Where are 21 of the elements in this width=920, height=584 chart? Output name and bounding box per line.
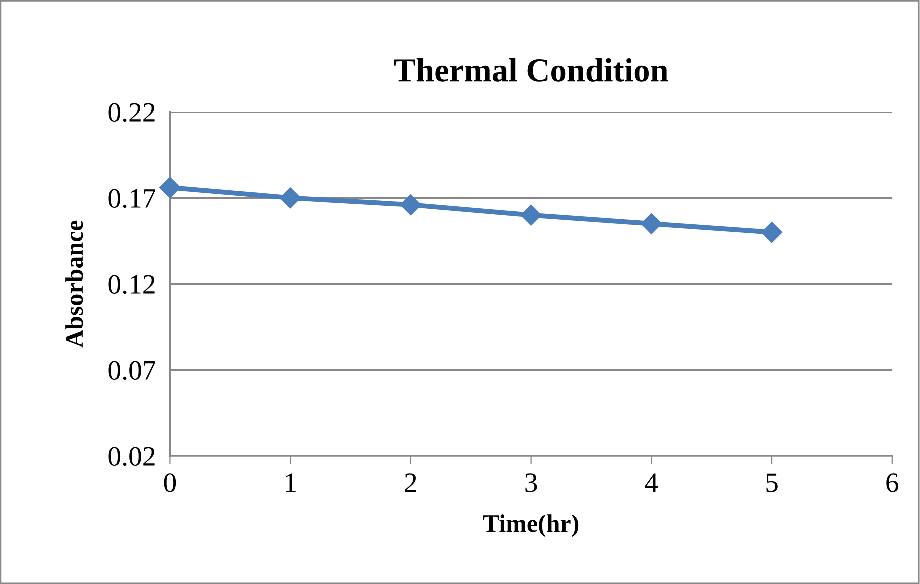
chart-title: Thermal Condition bbox=[394, 58, 668, 82]
x-tick-label: 4 bbox=[645, 474, 658, 492]
y-tick-label: 0.07 bbox=[108, 361, 156, 380]
y-tick-label: 0.02 bbox=[108, 447, 155, 466]
point bbox=[400, 194, 422, 216]
y-tick-label: 0.22 bbox=[108, 103, 155, 122]
y-tick-label: 0.17 bbox=[108, 189, 156, 208]
point bbox=[641, 213, 662, 234]
x-tick-label: 3 bbox=[526, 474, 538, 492]
point bbox=[280, 188, 302, 209]
x-tick-label: 1 bbox=[286, 474, 296, 492]
point bbox=[762, 222, 783, 244]
x-axis-title: Time(hr) bbox=[483, 514, 579, 538]
x-tick-label: 2 bbox=[405, 474, 416, 492]
x-tick-label: 0 bbox=[164, 474, 176, 492]
point bbox=[160, 177, 181, 198]
y-axis-title: Absorbance bbox=[66, 220, 84, 348]
x-tick-label: 5 bbox=[766, 474, 778, 492]
x-tick-label: 6 bbox=[886, 474, 899, 492]
point bbox=[520, 204, 542, 226]
y-tick-label: 0.12 bbox=[108, 275, 155, 294]
